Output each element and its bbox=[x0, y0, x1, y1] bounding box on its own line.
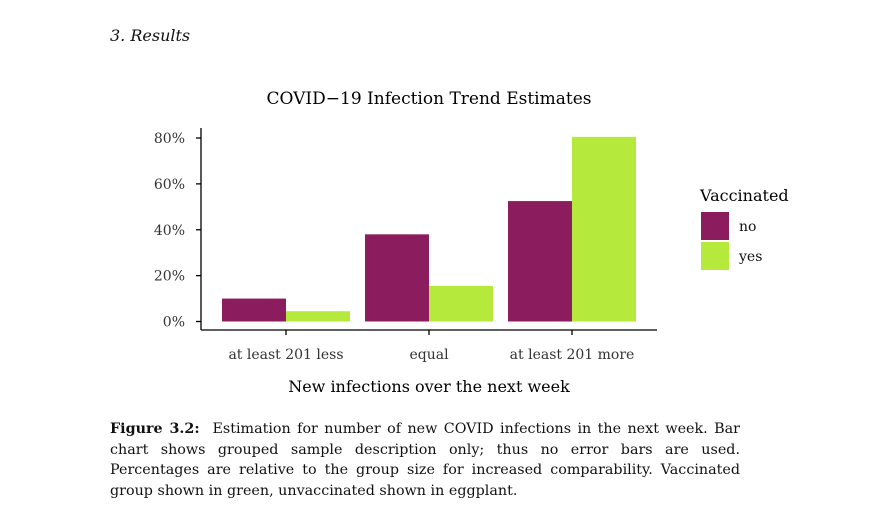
bar-chart: COVID−19 Infection Trend Estimates 0% 20%… bbox=[154, 89, 789, 396]
legend-title: Vaccinated bbox=[699, 186, 789, 205]
y-tick-label: 40% bbox=[154, 223, 185, 239]
section-heading: 3. Results bbox=[110, 26, 191, 45]
x-tick-label: at least 201 less bbox=[228, 347, 343, 363]
y-tick-label: 60% bbox=[154, 177, 185, 193]
y-tick-label: 20% bbox=[154, 269, 185, 285]
bars bbox=[222, 136, 636, 322]
caption-label: Figure 3.2: bbox=[110, 421, 200, 437]
y-axis-ticks: 0% 20% 40% 60% 80% bbox=[154, 131, 201, 331]
bar-no-1 bbox=[222, 298, 286, 322]
y-tick-label: 80% bbox=[154, 131, 185, 147]
bar-yes-1 bbox=[286, 311, 350, 322]
x-tick-label: equal bbox=[409, 347, 449, 363]
bar-no-2 bbox=[365, 234, 429, 322]
x-axis-title: New infections over the next week bbox=[288, 377, 570, 396]
legend-key-no bbox=[701, 212, 729, 240]
x-axis-ticks: at least 201 less equal at least 201 more bbox=[228, 330, 634, 363]
caption-text: Estimation for number of new COVID infec… bbox=[110, 421, 740, 499]
legend-label-no: no bbox=[739, 219, 756, 235]
bar-yes-3 bbox=[572, 136, 636, 322]
figure-caption: Figure 3.2: Estimation for number of new… bbox=[110, 419, 740, 501]
legend: Vaccinated no yes bbox=[699, 186, 789, 270]
y-tick-label: 0% bbox=[163, 315, 185, 331]
bar-yes-2 bbox=[429, 285, 493, 322]
legend-label-yes: yes bbox=[738, 249, 762, 265]
x-tick-label: at least 201 more bbox=[510, 347, 635, 363]
chart-title: COVID−19 Infection Trend Estimates bbox=[267, 89, 592, 109]
bar-no-3 bbox=[508, 201, 572, 322]
legend-key-yes bbox=[701, 242, 729, 270]
